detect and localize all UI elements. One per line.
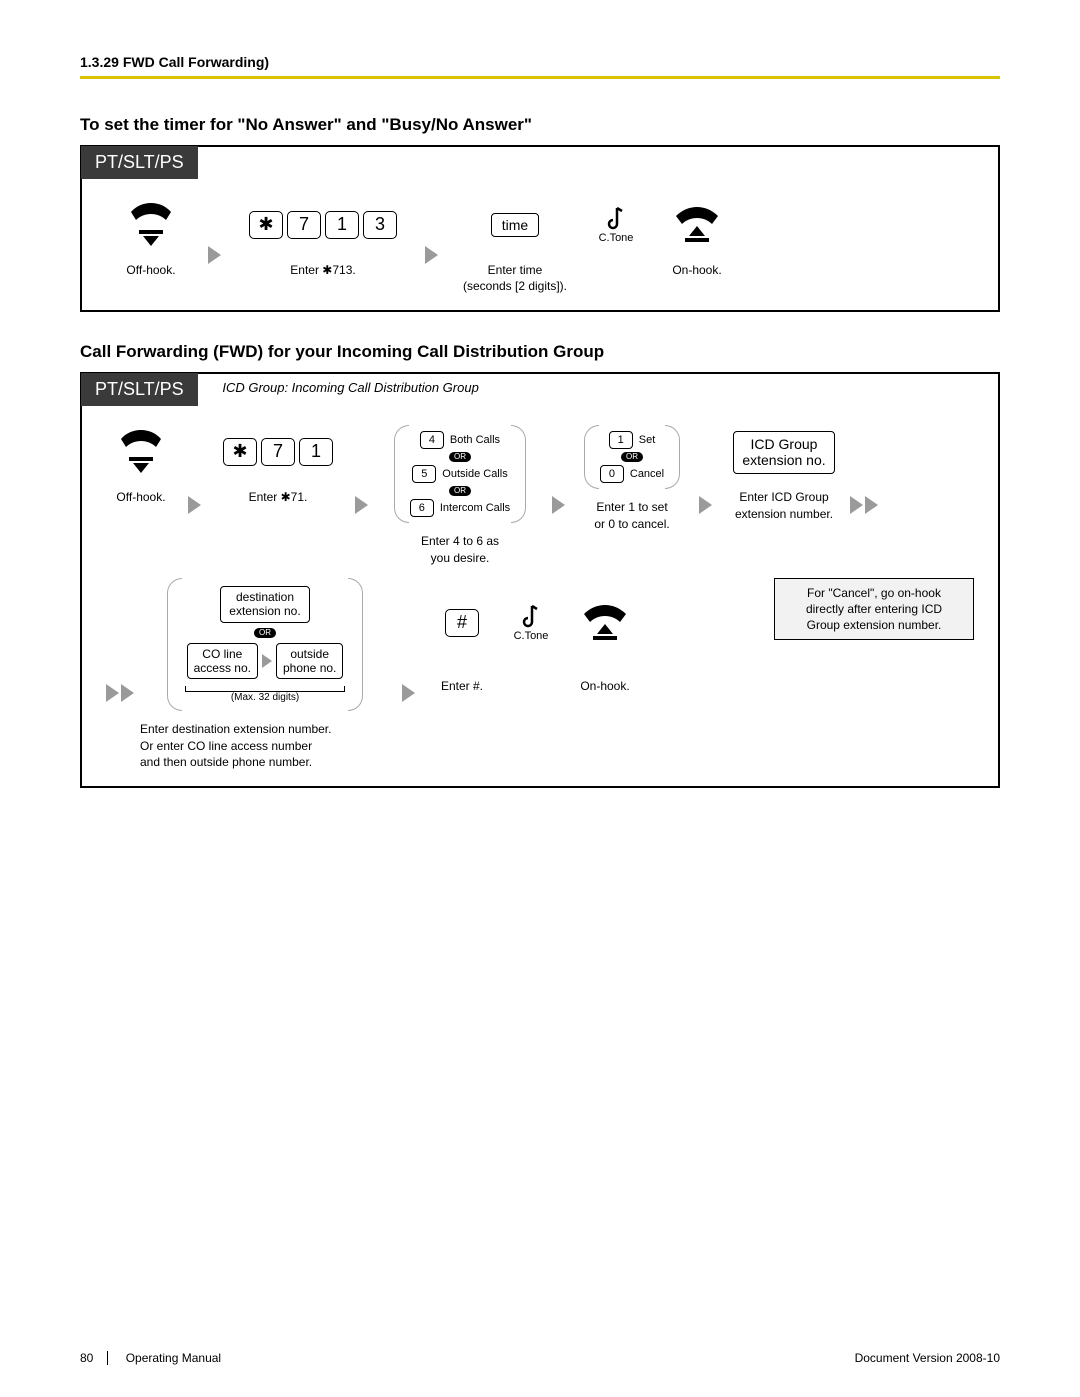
- key-star: ✱: [249, 211, 283, 239]
- phone-type-tab-2: PT/SLT/PS: [81, 373, 198, 406]
- ctone-label: C.Tone: [599, 232, 634, 244]
- cap-46a: Enter 4 to 6 as: [421, 534, 499, 548]
- outside-box: outsidephone no.: [276, 643, 343, 680]
- tab-note: ICD Group: Incoming Call Distribution Gr…: [222, 380, 479, 395]
- manual-name: Operating Manual: [126, 1351, 221, 1365]
- offhook-icon: [116, 429, 166, 475]
- key-3: 3: [363, 211, 397, 239]
- cap-onhook: On-hook.: [652, 262, 742, 278]
- max32-label: (Max. 32 digits): [185, 692, 345, 703]
- page-footer: 80 Operating Manual Document Version 200…: [80, 1351, 1000, 1365]
- arrow-icon: [699, 496, 712, 514]
- cap-onhook2: On-hook.: [565, 678, 645, 694]
- lbl-both: Both Calls: [450, 434, 500, 446]
- cap-sc-b: or 0 to cancel.: [594, 517, 669, 531]
- onhook-icon: [670, 202, 724, 248]
- coline-box: CO lineaccess no.: [187, 643, 258, 680]
- page-header: 1.3.29 FWD Call Forwarding): [80, 54, 1000, 79]
- cancel-note: For "Cancel", go on-hook directly after …: [774, 578, 974, 641]
- key-4: 4: [420, 431, 444, 449]
- key-1b: 1: [299, 438, 333, 466]
- icd-ext-box: ICD Groupextension no.: [733, 431, 834, 475]
- arrow-icon: [402, 684, 415, 702]
- time-box: time: [491, 213, 539, 237]
- section2-title: Call Forwarding (FWD) for your Incoming …: [80, 342, 1000, 362]
- cap-offhook2: Off-hook.: [106, 489, 176, 505]
- key-6: 6: [410, 499, 434, 517]
- dest-ext-box: destinationextension no.: [220, 586, 309, 623]
- arrow-icon: [552, 496, 565, 514]
- tone-icon: [520, 604, 542, 630]
- doc-version: Document Version 2008-10: [855, 1351, 1000, 1365]
- lbl-outside: Outside Calls: [442, 468, 507, 480]
- cap-entertime1: Enter time: [488, 263, 543, 277]
- or-pill: OR: [254, 628, 276, 638]
- key-1: 1: [325, 211, 359, 239]
- key-1c: 1: [609, 431, 633, 449]
- cap-icd-b: extension number.: [735, 507, 833, 521]
- tone-icon: [605, 206, 627, 232]
- lbl-cancel: Cancel: [630, 468, 664, 480]
- arrow-icon: [425, 246, 438, 264]
- phone-type-tab: PT/SLT/PS: [81, 146, 198, 179]
- cap-offhook: Off-hook.: [106, 262, 196, 278]
- key-7b: 7: [261, 438, 295, 466]
- key-0: 0: [600, 465, 624, 483]
- or-pill: OR: [621, 452, 643, 462]
- page: 1.3.29 FWD Call Forwarding) To set the t…: [0, 0, 1080, 1397]
- cap-dest2: Or enter CO line access number: [140, 739, 312, 753]
- offhook-icon: [126, 202, 176, 248]
- key-star2: ✱: [223, 438, 257, 466]
- onhook-icon: [578, 600, 632, 646]
- lbl-intercom: Intercom Calls: [440, 502, 510, 514]
- arrow-icon: [355, 496, 368, 514]
- key-7: 7: [287, 211, 321, 239]
- cap-enter713: Enter ✱713.: [233, 262, 413, 278]
- ctone-label2: C.Tone: [514, 630, 549, 642]
- cap-enter71: Enter ✱71.: [213, 489, 343, 505]
- key-5: 5: [412, 465, 436, 483]
- double-arrow-icon: [850, 496, 878, 514]
- or-pill: OR: [449, 452, 471, 462]
- cap-icd-a: Enter ICD Group: [739, 490, 828, 504]
- section1-title: To set the timer for "No Answer" and "Bu…: [80, 115, 1000, 135]
- cap-dest3: and then outside phone number.: [140, 755, 312, 769]
- double-arrow-icon: [106, 684, 134, 702]
- diagram-timer: PT/SLT/PS Off-hook. ✱ 7 1: [80, 145, 1000, 312]
- cap-hash: Enter #.: [427, 678, 497, 694]
- or-pill: OR: [449, 486, 471, 496]
- cap-entertime2: (seconds [2 digits]).: [463, 279, 567, 293]
- destination-options: destinationextension no. OR CO lineacces…: [167, 578, 363, 712]
- key-hash: #: [445, 609, 479, 637]
- page-number: 80: [80, 1351, 108, 1365]
- options-setcancel: 1 Set OR 0 Cancel: [584, 425, 680, 489]
- diagram-icd: PT/SLT/PS ICD Group: Incoming Call Distr…: [80, 372, 1000, 788]
- lbl-set: Set: [639, 434, 656, 446]
- arrow-icon: [188, 496, 201, 514]
- arrow-icon: [262, 654, 272, 668]
- options-456: 4 Both Calls OR 5 Outside Calls OR 6 Interc…: [394, 425, 526, 523]
- cap-sc-a: Enter 1 to set: [596, 500, 667, 514]
- cap-46b: you desire.: [431, 551, 490, 565]
- arrow-icon: [208, 246, 221, 264]
- cap-dest1: Enter destination extension number.: [140, 722, 331, 736]
